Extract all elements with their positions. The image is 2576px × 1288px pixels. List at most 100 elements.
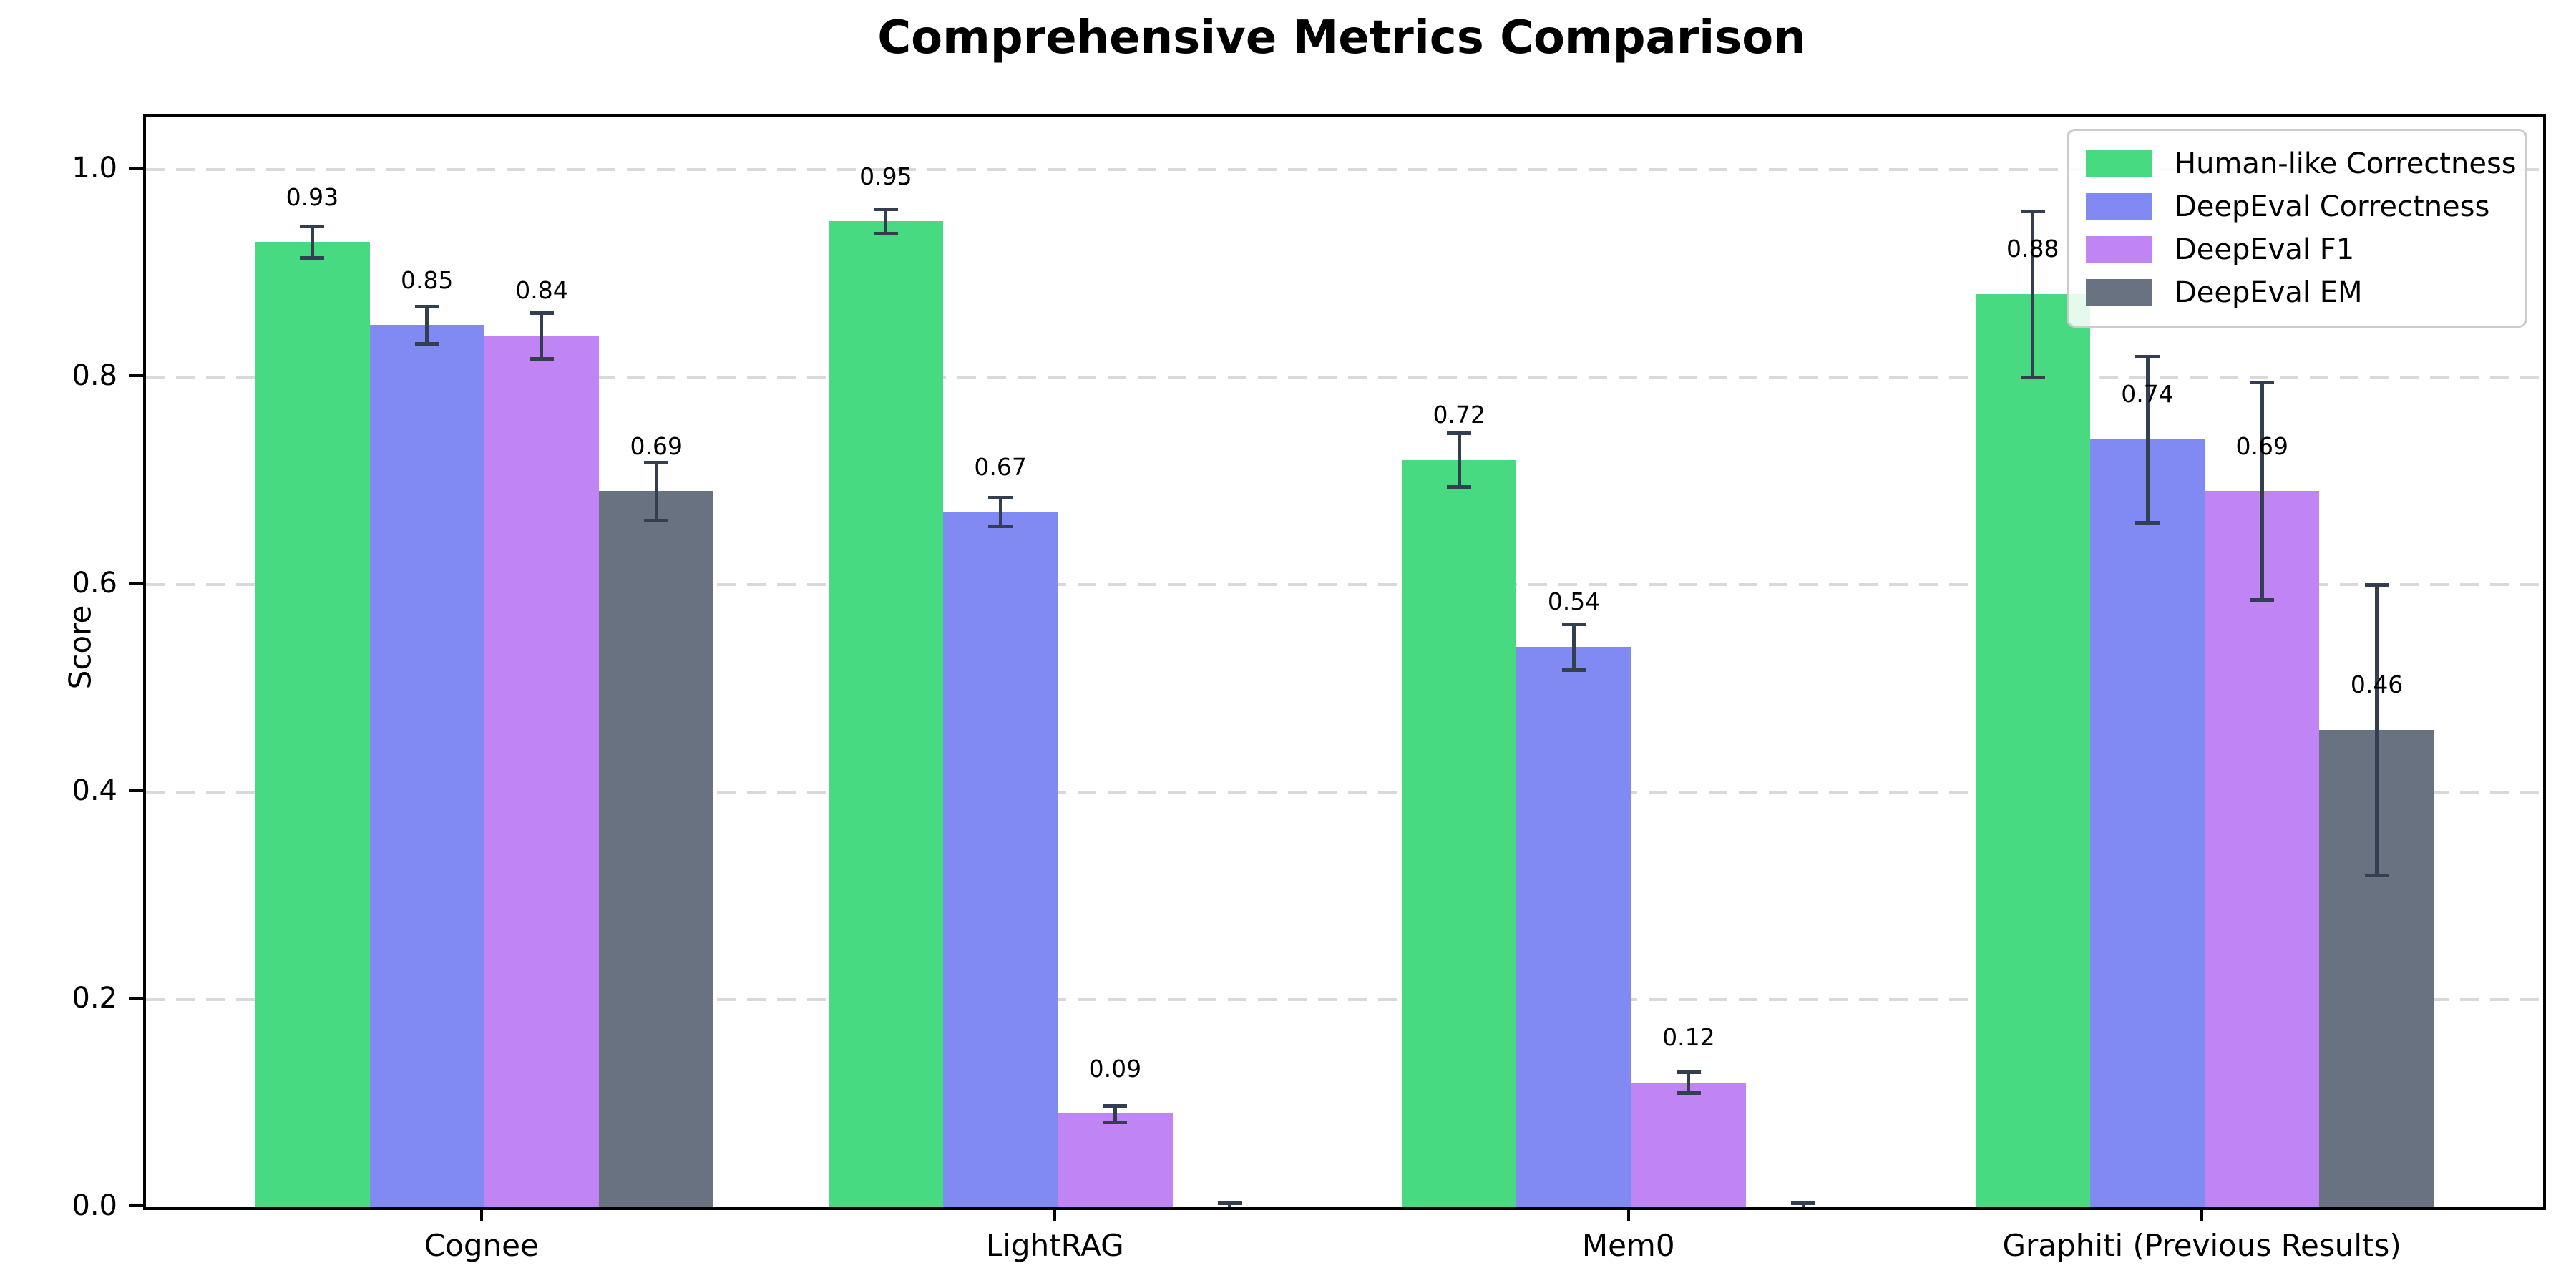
error-bar-cap [1561, 668, 1586, 672]
x-tick-mark [2200, 1207, 2204, 1221]
error-bar-cap [988, 495, 1013, 499]
bar [369, 325, 484, 1207]
error-bar-cap [1676, 1070, 1701, 1075]
error-bar-cap [1103, 1103, 1128, 1108]
bar [2089, 439, 2205, 1207]
error-bar-cap [644, 518, 669, 522]
error-bar-cap [1217, 1201, 1242, 1206]
legend-item: Human-like Correctness [2086, 142, 2517, 185]
bar [1975, 293, 2090, 1207]
bar [1402, 459, 1517, 1207]
legend-label: Human-like Correctness [2175, 147, 2517, 180]
bar [484, 335, 600, 1207]
legend-swatch [2086, 236, 2152, 263]
error-bar [1572, 623, 1576, 670]
error-bar-cap [1561, 622, 1586, 626]
gridline [146, 997, 2543, 1001]
legend-swatch [2086, 279, 2152, 306]
error-bar-cap [2135, 354, 2160, 358]
error-bar-cap [414, 304, 439, 308]
error-bar-cap [2020, 209, 2045, 213]
y-tick-label: 1.0 [72, 151, 117, 185]
error-bar-cap [873, 207, 898, 211]
error-bar-cap [644, 460, 669, 464]
y-tick-label: 0.6 [72, 566, 117, 600]
y-tick-mark [129, 789, 143, 792]
bar-value-label: 0.93 [286, 182, 339, 211]
error-bar-cap [1676, 1091, 1701, 1096]
bar-value-label: 0.54 [1547, 587, 1601, 616]
legend-item: DeepEval EM [2086, 271, 2508, 314]
error-bar-cap [529, 311, 554, 315]
bar-value-label: 0.95 [859, 162, 912, 190]
bar [1631, 1082, 1746, 1207]
bar [2205, 491, 2320, 1207]
y-tick-label: 0.4 [72, 774, 117, 807]
x-tick-label: Cognee [424, 1228, 539, 1263]
error-bar-cap [2020, 375, 2045, 379]
error-bar [654, 462, 658, 520]
y-tick-mark [129, 1204, 143, 1207]
legend-item: DeepEval F1 [2086, 228, 2508, 271]
legend-swatch [2086, 193, 2152, 220]
error-bar-cap [873, 232, 898, 236]
legend-label: DeepEval EM [2175, 276, 2363, 309]
y-tick-label: 0.8 [72, 358, 117, 392]
bar-value-label: 0.67 [974, 452, 1027, 481]
y-tick-mark [129, 996, 143, 1000]
error-bar-cap [1103, 1121, 1128, 1125]
bar [599, 491, 714, 1207]
x-tick-label: LightRAG [985, 1228, 1124, 1263]
x-tick-label: Graphiti (Previous Results) [2002, 1228, 2401, 1263]
y-tick-mark [129, 166, 143, 170]
x-tick-mark [1053, 1207, 1057, 1221]
legend-swatch [2086, 150, 2152, 177]
error-bar-cap [1447, 485, 1472, 489]
bar-value-label: 0.09 [1088, 1054, 1142, 1083]
x-tick-mark [1626, 1207, 1630, 1221]
bar [1516, 646, 1631, 1207]
bar-value-label: 0.84 [515, 276, 568, 305]
error-bar [1457, 432, 1461, 487]
error-bar-cap [300, 255, 325, 260]
y-tick-mark [129, 581, 143, 585]
error-bar [540, 312, 544, 358]
error-bar-cap [529, 356, 554, 361]
error-bar-cap [300, 225, 325, 229]
bar-value-label: 0.46 [2350, 670, 2404, 699]
error-bar-cap [988, 525, 1013, 529]
legend: Human-like Correctness DeepEval Correctne… [2067, 129, 2527, 328]
legend-item: DeepEval Correctness [2086, 185, 2508, 228]
error-bar [2260, 381, 2264, 600]
bar-value-label: 0.72 [1433, 401, 1486, 429]
error-bar-cap [2250, 598, 2275, 602]
x-tick-mark [479, 1207, 483, 1221]
y-tick-label: 0.0 [72, 1189, 117, 1222]
bar-value-label: 0.85 [400, 265, 454, 294]
error-bar [1687, 1072, 1691, 1093]
bar [942, 512, 1058, 1207]
error-bar [425, 306, 429, 344]
bar-value-label: 0.69 [630, 431, 683, 460]
error-bar-cap [2135, 520, 2160, 525]
bar [1058, 1113, 1173, 1207]
gridline [146, 375, 2543, 379]
bar-value-label: 0.69 [2235, 431, 2289, 460]
error-bar [1113, 1105, 1117, 1123]
gridline [146, 790, 2543, 794]
gridline [146, 167, 2543, 171]
error-bar [884, 208, 888, 234]
legend-label: DeepEval F1 [2175, 233, 2355, 266]
error-bar [998, 497, 1002, 527]
y-tick-label: 0.2 [72, 981, 117, 1015]
y-tick-mark [129, 374, 143, 377]
error-bar [310, 226, 314, 258]
chart-title: Comprehensive Metrics Comparison [877, 11, 1806, 64]
legend-label: DeepEval Correctness [2175, 190, 2490, 223]
bar [255, 242, 370, 1207]
error-bar-cap [2364, 873, 2389, 877]
error-bar [2145, 356, 2150, 522]
bar-value-label: 0.74 [2121, 380, 2174, 409]
error-bar-cap [1791, 1201, 1816, 1206]
